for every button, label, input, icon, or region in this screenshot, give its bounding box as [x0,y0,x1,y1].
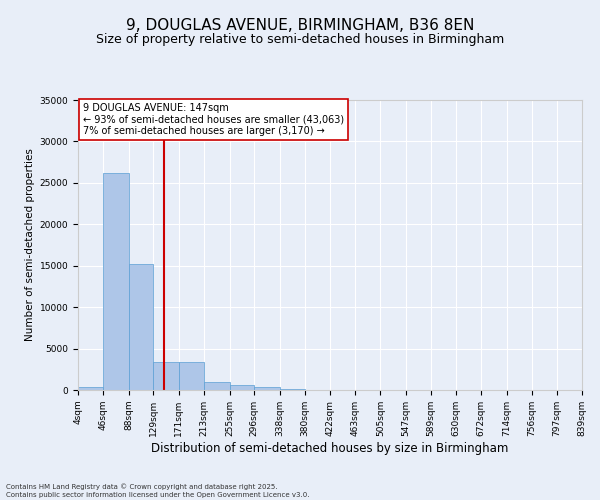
Y-axis label: Number of semi-detached properties: Number of semi-detached properties [25,148,35,342]
Bar [154,362,179,390]
Bar [129,264,154,390]
Bar [204,382,230,390]
Bar [103,173,129,390]
X-axis label: Distribution of semi-detached houses by size in Birmingham: Distribution of semi-detached houses by … [151,442,509,454]
Bar [254,387,280,390]
Bar [179,362,204,390]
Bar [280,389,305,390]
Text: Size of property relative to semi-detached houses in Birmingham: Size of property relative to semi-detach… [96,32,504,46]
Text: Contains HM Land Registry data © Crown copyright and database right 2025.
Contai: Contains HM Land Registry data © Crown c… [6,484,310,498]
Text: 9, DOUGLAS AVENUE, BIRMINGHAM, B36 8EN: 9, DOUGLAS AVENUE, BIRMINGHAM, B36 8EN [126,18,474,32]
Text: 9 DOUGLAS AVENUE: 147sqm
← 93% of semi-detached houses are smaller (43,063)
7% o: 9 DOUGLAS AVENUE: 147sqm ← 93% of semi-d… [83,103,344,136]
Bar [78,386,103,390]
Bar [230,386,254,390]
